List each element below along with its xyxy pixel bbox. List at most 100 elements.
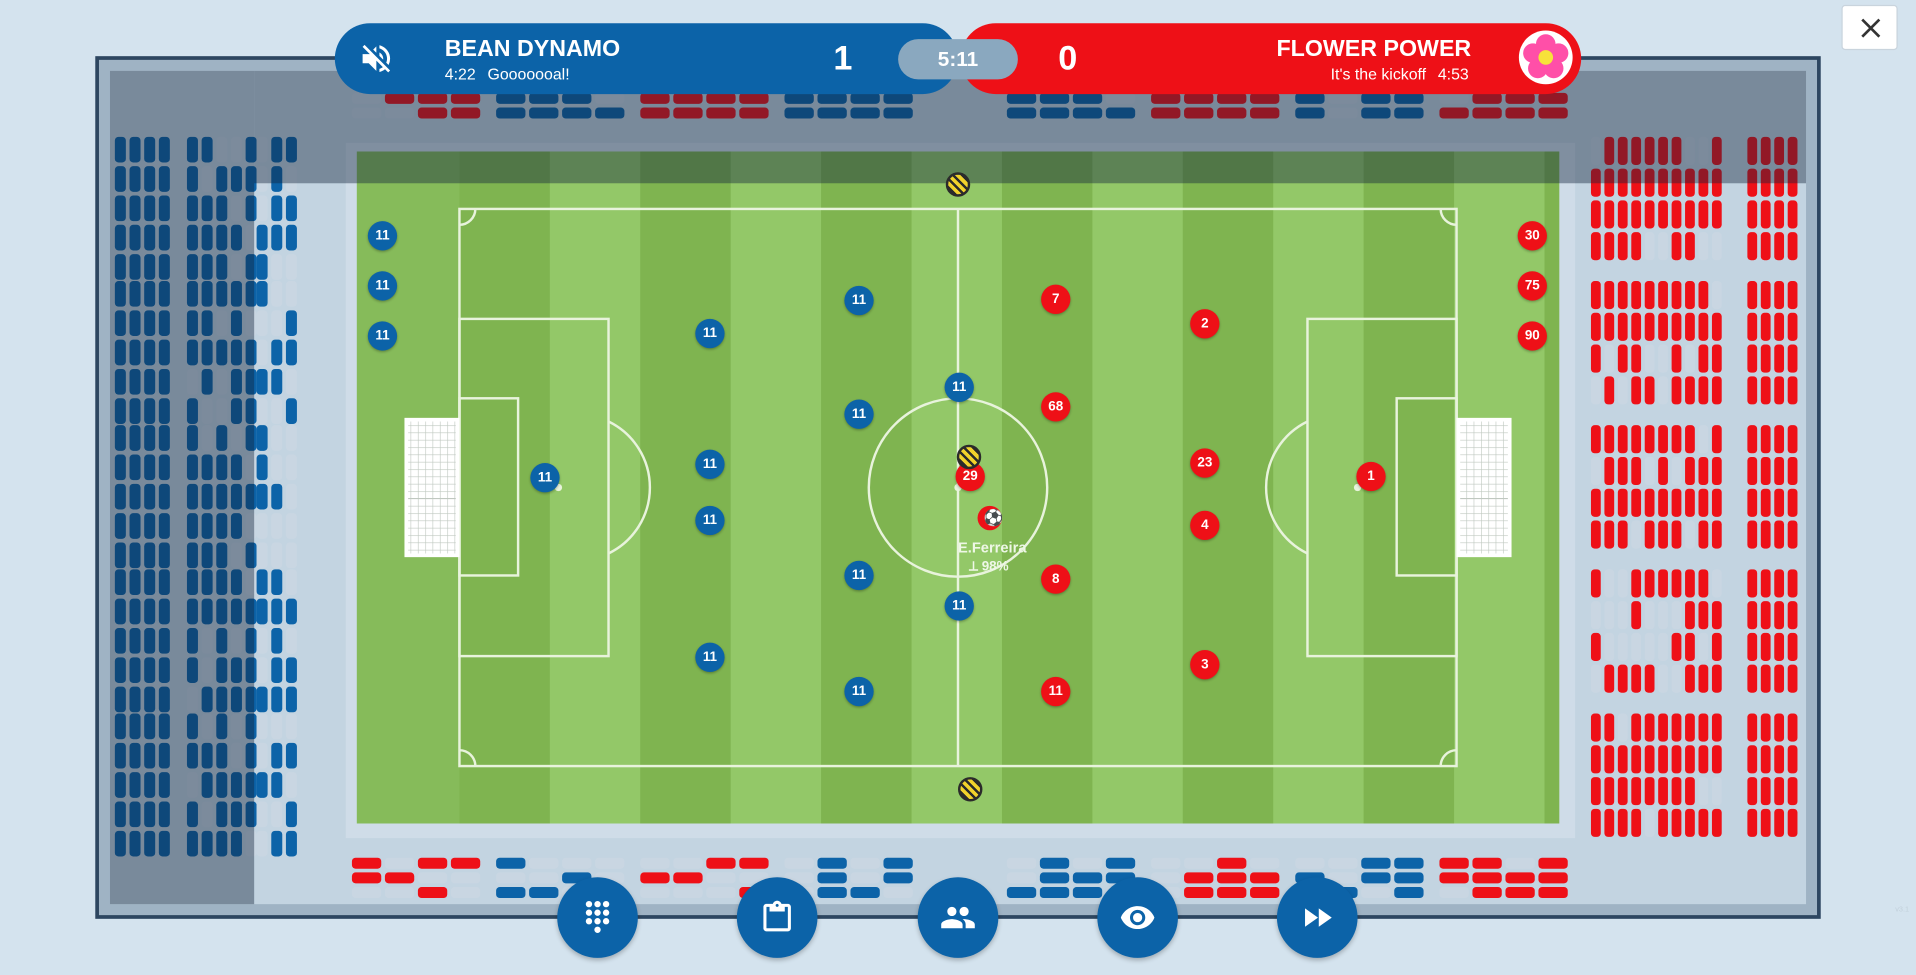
seat-block xyxy=(186,281,257,424)
lineup-button[interactable] xyxy=(736,877,818,958)
away-player-sub[interactable]: 90 xyxy=(1517,321,1547,351)
seat xyxy=(1711,632,1722,661)
home-player-midfielder[interactable]: 11 xyxy=(844,560,874,591)
away-player-midfielder[interactable]: 7 xyxy=(1041,284,1071,315)
seat xyxy=(201,657,213,683)
seat xyxy=(595,92,625,104)
seat xyxy=(417,887,448,899)
seat xyxy=(1671,344,1682,373)
seat xyxy=(562,857,592,869)
seat xyxy=(285,513,297,539)
away-player-midfielder[interactable]: 68 xyxy=(1041,392,1071,422)
seat-block xyxy=(1006,92,1136,119)
seat xyxy=(245,310,257,336)
seat xyxy=(245,368,257,395)
seat xyxy=(158,686,170,713)
seat xyxy=(216,686,228,713)
home-player-sub[interactable]: 11 xyxy=(367,271,398,301)
pitch-stripe xyxy=(821,151,912,824)
away-player-defender[interactable]: 2 xyxy=(1190,309,1220,339)
home-player-midfielder[interactable]: 11 xyxy=(844,676,874,707)
seat xyxy=(158,801,170,828)
seat xyxy=(245,483,257,510)
volume-off-icon[interactable] xyxy=(358,40,395,77)
seat xyxy=(271,742,283,769)
home-player-defender[interactable]: 11 xyxy=(695,505,725,536)
away-player-midfielder[interactable]: 8 xyxy=(1041,564,1071,594)
seat xyxy=(1787,601,1798,630)
seat xyxy=(256,686,268,713)
seat xyxy=(1361,107,1391,119)
away-player-sub[interactable]: 30 xyxy=(1517,221,1547,251)
seat xyxy=(1184,887,1214,899)
home-player-forward[interactable]: 11 xyxy=(944,372,974,402)
seat xyxy=(129,310,141,336)
seat xyxy=(1698,232,1709,261)
home-player-defender[interactable]: 11 xyxy=(695,318,725,349)
seat xyxy=(1039,92,1070,104)
seat xyxy=(1006,872,1037,884)
seat xyxy=(158,742,170,769)
away-player-midfielder[interactable]: 11 xyxy=(1041,676,1071,707)
seat xyxy=(245,772,257,798)
speed-button[interactable] xyxy=(1276,877,1358,958)
seat xyxy=(529,107,559,119)
seat xyxy=(850,92,880,104)
home-player-defender[interactable]: 11 xyxy=(695,642,725,672)
seat xyxy=(1747,232,1758,261)
seat xyxy=(1787,425,1798,454)
seat xyxy=(216,398,228,424)
view-button[interactable] xyxy=(1097,877,1178,958)
seat xyxy=(384,857,415,869)
seat xyxy=(1711,520,1722,549)
seat xyxy=(1590,664,1601,693)
seat xyxy=(1747,344,1758,373)
seat xyxy=(158,483,170,510)
seat xyxy=(450,887,481,899)
substitutions-button[interactable] xyxy=(917,877,999,958)
seat xyxy=(285,686,297,713)
seat xyxy=(129,454,141,481)
seat xyxy=(1631,601,1642,630)
seat xyxy=(1439,872,1469,884)
away-player-goalkeeper[interactable]: 1 xyxy=(1356,461,1386,492)
seat xyxy=(285,742,297,769)
seat xyxy=(1394,872,1424,884)
seat xyxy=(186,628,198,654)
seat xyxy=(1760,777,1771,806)
seat xyxy=(114,657,126,683)
seat xyxy=(129,542,141,569)
seat xyxy=(216,425,228,451)
seat xyxy=(1774,713,1785,742)
seat xyxy=(1711,376,1722,405)
away-player-defender[interactable]: 4 xyxy=(1190,510,1220,541)
home-player-forward[interactable]: 11 xyxy=(944,591,974,621)
home-player-sub[interactable]: 11 xyxy=(367,221,398,251)
seat-block xyxy=(256,281,297,424)
tactics-button[interactable] xyxy=(557,877,638,958)
version-label: v3.1 xyxy=(1895,906,1910,914)
seat xyxy=(129,628,141,654)
away-player-sub[interactable]: 75 xyxy=(1517,271,1547,301)
close-button[interactable] xyxy=(1841,4,1898,51)
seat xyxy=(271,569,283,596)
seat xyxy=(1685,281,1695,310)
seat xyxy=(216,224,228,251)
seat xyxy=(186,398,198,424)
seat xyxy=(158,542,170,569)
seat xyxy=(1787,344,1798,373)
seat xyxy=(1685,425,1695,454)
seat xyxy=(817,107,847,119)
seat xyxy=(186,454,198,481)
seat xyxy=(1685,168,1695,197)
home-player-midfielder[interactable]: 11 xyxy=(844,399,874,429)
home-player-midfielder[interactable]: 11 xyxy=(844,285,874,316)
home-player-defender[interactable]: 11 xyxy=(695,449,725,479)
away-player-defender[interactable]: 23 xyxy=(1190,448,1220,478)
home-player-sub[interactable]: 11 xyxy=(367,321,398,351)
seat xyxy=(1671,425,1682,454)
seat xyxy=(1617,488,1628,517)
away-player-defender[interactable]: 3 xyxy=(1190,649,1220,680)
seat xyxy=(158,166,170,192)
home-player-goalkeeper[interactable]: 11 xyxy=(530,463,560,493)
